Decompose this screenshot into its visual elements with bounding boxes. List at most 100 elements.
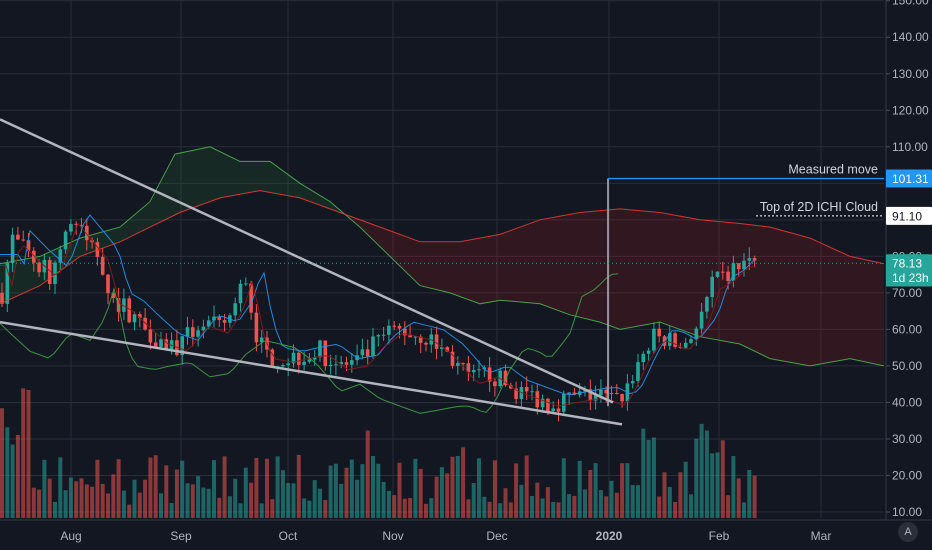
cloud-segment: [874, 261, 876, 364]
cloud-segment: [300, 183, 302, 198]
candle-up: [477, 369, 481, 371]
cloud-segment: [660, 212, 662, 323]
volume-bar: [291, 483, 296, 518]
price-tag-label: 91.10: [892, 209, 922, 223]
cloud-segment: [26, 258, 28, 292]
cloud-segment: [494, 235, 496, 302]
cloud-segment: [506, 232, 508, 301]
cloud-segment: [758, 225, 760, 353]
price-tick-label: 40.00: [892, 395, 922, 409]
cloud-segment: [770, 227, 772, 359]
candle-down: [556, 408, 561, 412]
volume-bar: [683, 461, 688, 518]
measured-move-label: Measured move: [788, 163, 878, 177]
candle-down: [21, 239, 25, 241]
volume-bar: [111, 474, 116, 518]
volume-bar: [376, 463, 381, 518]
cloud-segment: [564, 215, 566, 313]
lower-trendline[interactable]: [0, 320, 623, 426]
cloud-segment: [124, 223, 126, 240]
volume-bar: [477, 458, 481, 518]
price-tag[interactable]: [886, 254, 932, 273]
cloud-segment: [682, 216, 684, 331]
candle-down: [503, 370, 508, 386]
volume-bar: [318, 488, 322, 518]
volume-bar: [196, 476, 201, 518]
volume-bar: [365, 430, 370, 518]
cloud-segment: [510, 230, 512, 302]
cloud-segment: [860, 258, 862, 361]
price-tag[interactable]: [886, 206, 932, 225]
cloud-segment: [626, 209, 628, 329]
candle-down: [100, 256, 105, 275]
volume-bar: [243, 467, 248, 518]
cloud-segment: [436, 241, 438, 290]
cloud-segment: [524, 225, 526, 303]
cloud-segment: [816, 240, 818, 365]
cloud-segment: [338, 208, 340, 212]
candle-up: [699, 311, 704, 329]
cloud-segment: [52, 250, 54, 277]
cloud-segment: [530, 223, 532, 303]
cloud-segment: [624, 209, 626, 329]
volume-bar: [143, 479, 148, 518]
price-tag[interactable]: [886, 169, 932, 188]
cloud-segment: [846, 254, 848, 360]
volume-bar: [47, 478, 52, 518]
volume-bar: [222, 456, 227, 518]
cloud-segment: [880, 262, 882, 366]
cloud-segment: [416, 240, 418, 282]
cloud-segment: [366, 222, 368, 233]
volume-bar: [265, 458, 269, 518]
volume-bar: [689, 494, 693, 518]
volume-bar: [667, 486, 672, 518]
volume-bar: [498, 503, 503, 518]
price-tag[interactable]: [886, 268, 932, 287]
upper-trendline[interactable]: [0, 118, 614, 404]
cloud-segment: [788, 232, 790, 362]
cloud-segment: [734, 222, 736, 343]
cloud-segment: [314, 191, 316, 204]
cloud-segment: [410, 238, 412, 276]
cloud-segment: [618, 209, 620, 329]
candle-up: [471, 369, 476, 373]
cloud-segment: [584, 212, 586, 319]
candle-up: [652, 328, 656, 351]
cloud-segment: [582, 212, 584, 318]
cloud-segment: [114, 228, 116, 244]
volume-bar: [296, 454, 301, 518]
price-axis[interactable]: 10.0020.0030.0040.0050.0060.0070.0080.00…: [885, 0, 932, 520]
price-tick-label: 130.00: [892, 67, 929, 81]
candle-up: [206, 320, 211, 327]
cloud-segment: [534, 222, 536, 304]
time-axis[interactable]: Aug Sep Oct Nov Dec 2020 Feb Mar: [0, 519, 932, 550]
candle-up: [371, 336, 375, 357]
volume-bar: [116, 459, 121, 518]
cloud-segment: [238, 160, 240, 195]
drawings[interactable]: Measured move Top of 2D ICHI Cloud: [0, 118, 884, 426]
volume-bar: [408, 497, 413, 518]
candle-down: [0, 292, 4, 304]
candle-up: [599, 389, 603, 396]
candle-up: [334, 364, 338, 366]
candle-down: [604, 389, 608, 394]
candle-down: [85, 225, 89, 241]
volume-bar: [492, 460, 497, 518]
volume-bar: [371, 455, 375, 518]
cloud-segment: [820, 242, 822, 365]
candle-up: [132, 314, 137, 323]
auto-scale-button[interactable]: A: [898, 522, 918, 542]
cloud-segment: [402, 235, 404, 269]
volume-bar: [212, 460, 216, 518]
cloud-segment: [688, 217, 690, 333]
cloud-segment: [34, 257, 36, 289]
candle-up: [291, 352, 296, 364]
cloud-segment: [476, 238, 478, 303]
volume-bar: [561, 458, 566, 518]
candle-down: [434, 334, 439, 349]
cloud-segment: [600, 210, 602, 323]
volume-bar: [355, 479, 360, 518]
cloud-segment: [690, 218, 692, 334]
cloud-segment: [200, 148, 202, 206]
